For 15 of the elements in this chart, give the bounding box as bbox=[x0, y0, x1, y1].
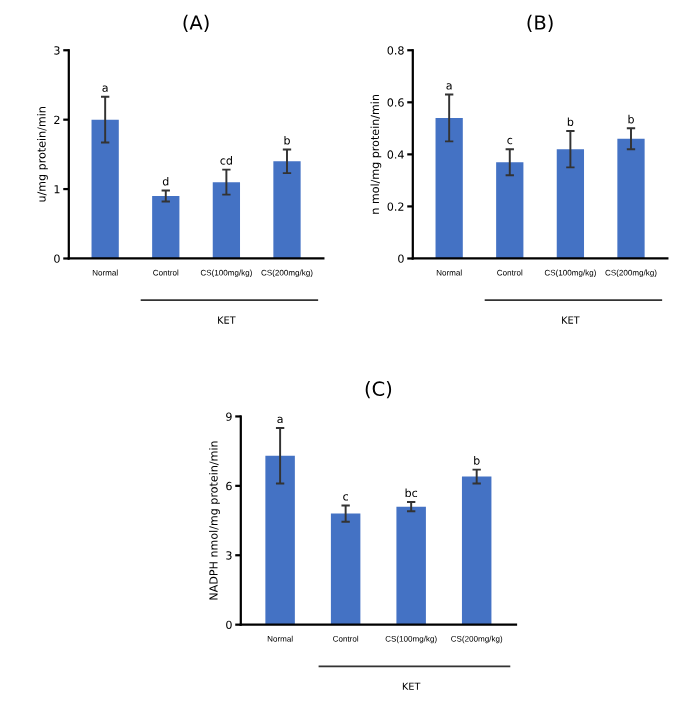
bar bbox=[330, 513, 361, 625]
chart-title: (C) bbox=[365, 380, 392, 399]
bar bbox=[396, 506, 426, 625]
bar bbox=[91, 119, 119, 259]
bar bbox=[461, 476, 492, 625]
bar bbox=[212, 182, 241, 259]
chart-title: (A) bbox=[183, 14, 209, 33]
bar bbox=[435, 117, 463, 259]
bar bbox=[617, 138, 645, 259]
chart-title: (B) bbox=[527, 14, 553, 33]
bar bbox=[556, 149, 585, 259]
bar bbox=[152, 196, 180, 259]
bar bbox=[273, 161, 301, 259]
bar bbox=[265, 455, 295, 625]
bar bbox=[496, 162, 524, 259]
